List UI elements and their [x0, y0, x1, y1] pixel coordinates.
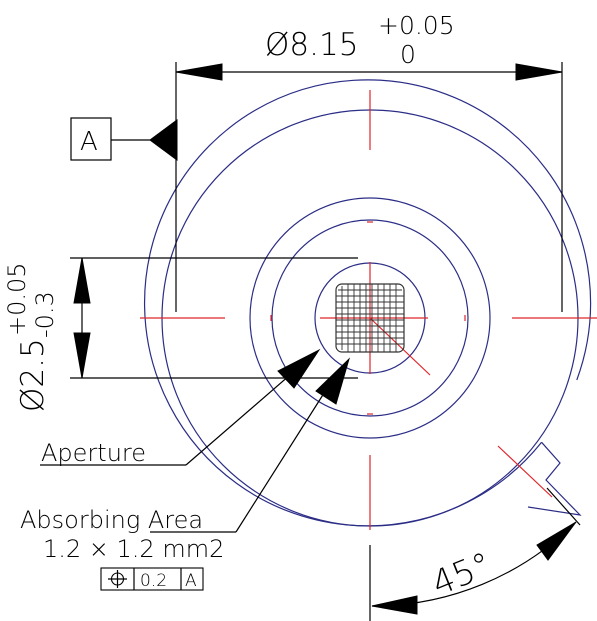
fourth-circle [271, 219, 469, 417]
absorbing-area-leader: Absorbing Area 1.2 × 1.2 mm2 [20, 357, 351, 563]
part-outline [143, 79, 592, 527]
aperture-diameter-dimension: Ø2.5 +0.05 -0.3 [3, 257, 358, 412]
angle-arrow-left [371, 595, 418, 615]
aperture-diameter-symbol: Ø [15, 388, 51, 412]
svg-text:Ø8.15: Ø8.15 [265, 27, 358, 63]
aperture-dim-arrow-bottom [73, 332, 91, 379]
third-circle [249, 197, 491, 439]
svg-text:Ø2.5: Ø2.5 [15, 338, 51, 412]
fcf-datum: A [185, 571, 197, 591]
aperture-leader-arrow [277, 348, 321, 389]
datum-box [70, 117, 112, 161]
absorbing-area-label: Absorbing Area [20, 506, 203, 534]
dimension-arrow-right [515, 63, 563, 81]
center-lines [140, 90, 597, 530]
angle-dimension: 45° [369, 487, 581, 621]
datum-feature: A [70, 117, 178, 161]
aperture-diameter-value: 2.5 [15, 338, 51, 387]
dimension-arrow-left [175, 63, 223, 81]
angle-label: 45° [426, 545, 497, 605]
outer-diameter-tol-lower: 0 [400, 40, 416, 69]
datum-label: A [80, 127, 98, 157]
aperture-dim-arrow-top [73, 257, 91, 304]
aperture-diameter-tol-upper: +0.05 [3, 262, 31, 336]
datum-triangle [149, 119, 178, 161]
aperture-diameter-tol-lower: -0.3 [31, 291, 59, 338]
angle-arrow-right [536, 521, 577, 561]
aperture-leader: Aperture [40, 348, 321, 467]
fcf-tolerance: 0.2 [140, 571, 167, 591]
diameter-symbol: Ø [265, 27, 289, 63]
absorbing-area-size: 1.2 × 1.2 mm2 [43, 535, 224, 563]
feature-control-frame: 0.2 A [100, 567, 204, 591]
outer-diameter-dimension: Ø8.15 +0.05 0 [175, 11, 563, 312]
absorbing-area-grid [335, 283, 405, 353]
outer-diameter-value: 8.15 [289, 27, 358, 63]
aperture-label: Aperture [41, 439, 146, 467]
absorbing-leader-arrow [315, 357, 351, 405]
position-symbol-icon [108, 570, 127, 588]
outer-diameter-tol-upper: +0.05 [378, 11, 455, 40]
